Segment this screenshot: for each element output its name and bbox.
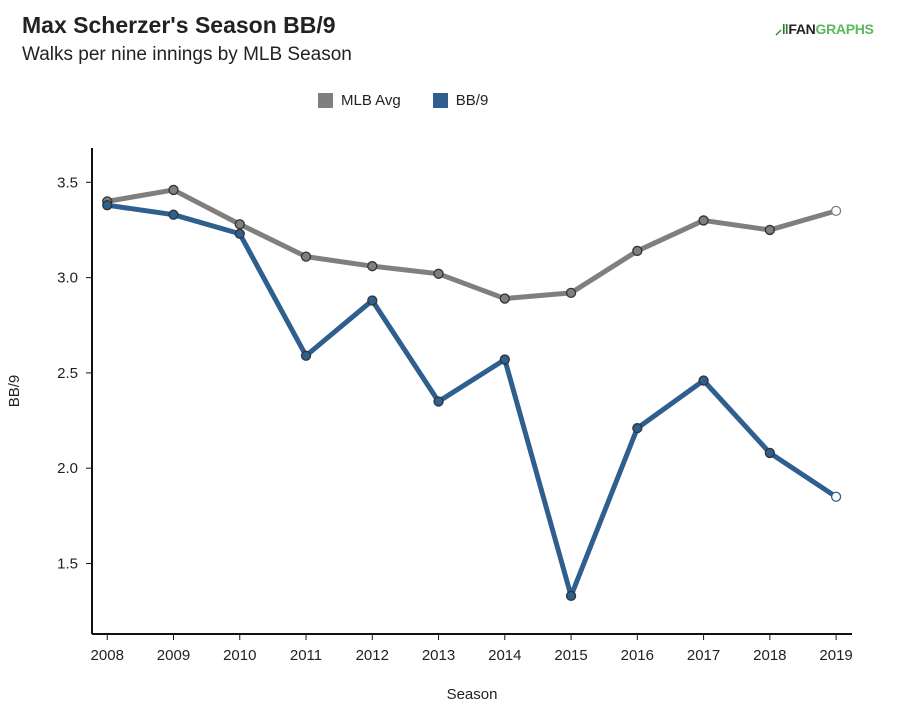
data-point (830, 491, 842, 502)
data-point (565, 287, 577, 298)
y-axis-title: BB/9 (6, 375, 23, 408)
x-tick-label: 2011 (290, 647, 322, 664)
y-tick-label: 3.0 (57, 270, 78, 287)
series-line-bb9 (106, 202, 838, 599)
chart-title: Max Scherzer's Season BB/9 (22, 12, 336, 38)
x-tick-label: 2019 (819, 647, 852, 664)
x-tick-label: 2012 (356, 647, 389, 664)
data-point (565, 590, 577, 602)
data-point (433, 396, 444, 407)
data-point (632, 245, 643, 257)
x-tick-label: 2010 (223, 647, 256, 664)
data-point (367, 295, 378, 306)
data-point (168, 209, 179, 220)
data-point (367, 261, 378, 272)
x-tick-label: 2009 (157, 647, 190, 664)
x-tick-label: 2014 (488, 647, 521, 664)
data-point (168, 184, 179, 196)
fangraphs-logo: ⸝ǁFANGRAPHS (775, 21, 874, 37)
data-point (698, 215, 709, 226)
data-point (300, 251, 312, 262)
x-tick-label: 2008 (91, 647, 124, 664)
legend-label: BB/9 (455, 92, 489, 109)
x-tick-label: 2013 (422, 647, 455, 664)
data-point (830, 205, 842, 217)
x-axis-title: Season (447, 686, 498, 703)
data-point (300, 350, 312, 361)
x-tick-label: 2016 (621, 647, 654, 664)
data-point (698, 375, 709, 386)
data-point (433, 268, 444, 279)
legend-item-bb9[interactable]: BB/9 (432, 92, 489, 109)
legend-item-mlb-avg[interactable]: MLB Avg (318, 92, 401, 109)
legend-label: MLB Avg (341, 92, 401, 109)
legend-swatch (318, 93, 333, 108)
x-tick-label: 2015 (554, 647, 587, 664)
y-tick-label: 2.0 (57, 460, 78, 477)
y-tick-label: 2.5 (57, 365, 78, 382)
chart-subtitle: Walks per nine innings by MLB Season (22, 44, 352, 65)
y-tick-label: 3.5 (57, 174, 78, 191)
data-point (632, 423, 643, 434)
data-point (499, 293, 510, 304)
data-point (234, 219, 245, 230)
series-line-mlb-avg (106, 187, 837, 302)
y-tick-label: 1.5 (57, 555, 78, 572)
data-point (764, 224, 775, 236)
data-point (234, 228, 245, 239)
legend-swatch (432, 93, 448, 108)
x-tick-label: 2017 (687, 647, 720, 664)
data-point (102, 200, 113, 211)
x-tick-label: 2018 (753, 647, 786, 664)
data-point (499, 354, 510, 365)
data-point (764, 447, 775, 459)
legend: MLB Avg BB/9 (318, 92, 488, 109)
